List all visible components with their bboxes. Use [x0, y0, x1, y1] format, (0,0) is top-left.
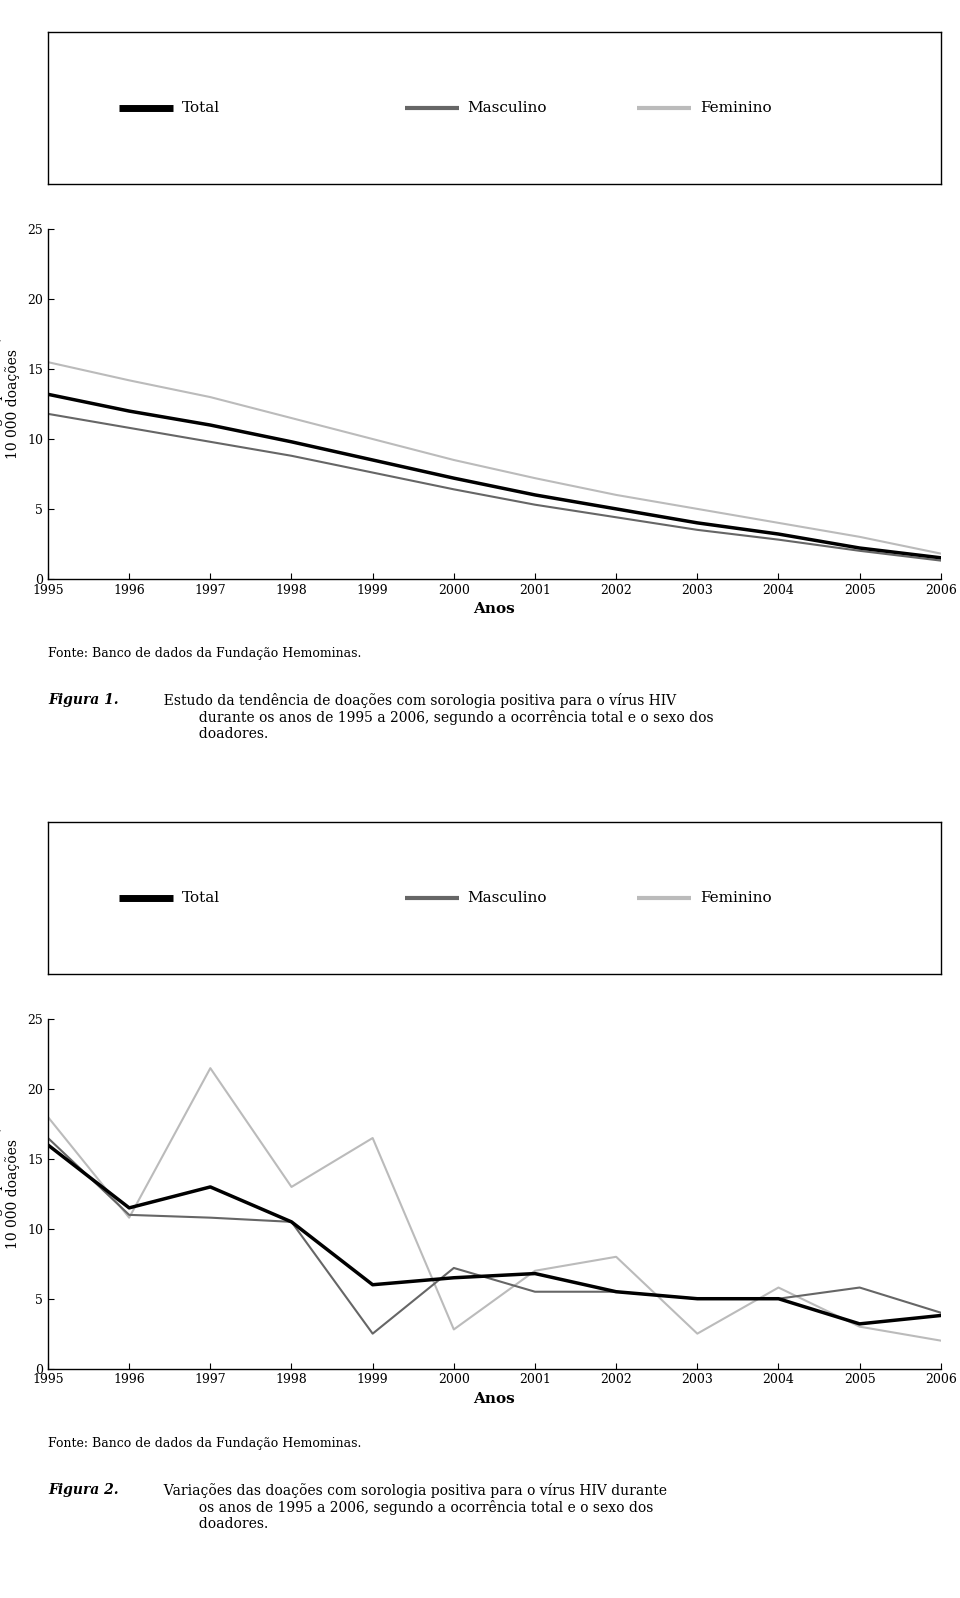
Y-axis label: Sorologia positiva /
10 000 doações: Sorologia positiva / 10 000 doações	[0, 1125, 20, 1262]
Text: Feminino: Feminino	[700, 890, 772, 904]
Text: Figura 1.: Figura 1.	[48, 692, 119, 706]
X-axis label: Anos: Anos	[473, 602, 516, 617]
Text: Total: Total	[181, 101, 220, 115]
Y-axis label: Sorologia positiva /
10 000 doações: Sorologia positiva / 10 000 doações	[0, 336, 20, 473]
Text: Figura 2.: Figura 2.	[48, 1483, 119, 1496]
Text: Total: Total	[181, 890, 220, 904]
Text: Masculino: Masculino	[468, 101, 547, 115]
Text: Fonte: Banco de dados da Fundação Hemominas.: Fonte: Banco de dados da Fundação Hemomi…	[48, 1437, 361, 1449]
Text: Estudo da tendência de doações com sorologia positiva para o vírus HIV
         : Estudo da tendência de doações com sorol…	[156, 692, 714, 741]
Text: Masculino: Masculino	[468, 890, 547, 904]
Text: Variações das doações com sorologia positiva para o vírus HIV durante
          : Variações das doações com sorologia posi…	[156, 1483, 667, 1531]
Text: Fonte: Banco de dados da Fundação Hemominas.: Fonte: Banco de dados da Fundação Hemomi…	[48, 647, 361, 660]
X-axis label: Anos: Anos	[473, 1392, 516, 1406]
Text: Feminino: Feminino	[700, 101, 772, 115]
